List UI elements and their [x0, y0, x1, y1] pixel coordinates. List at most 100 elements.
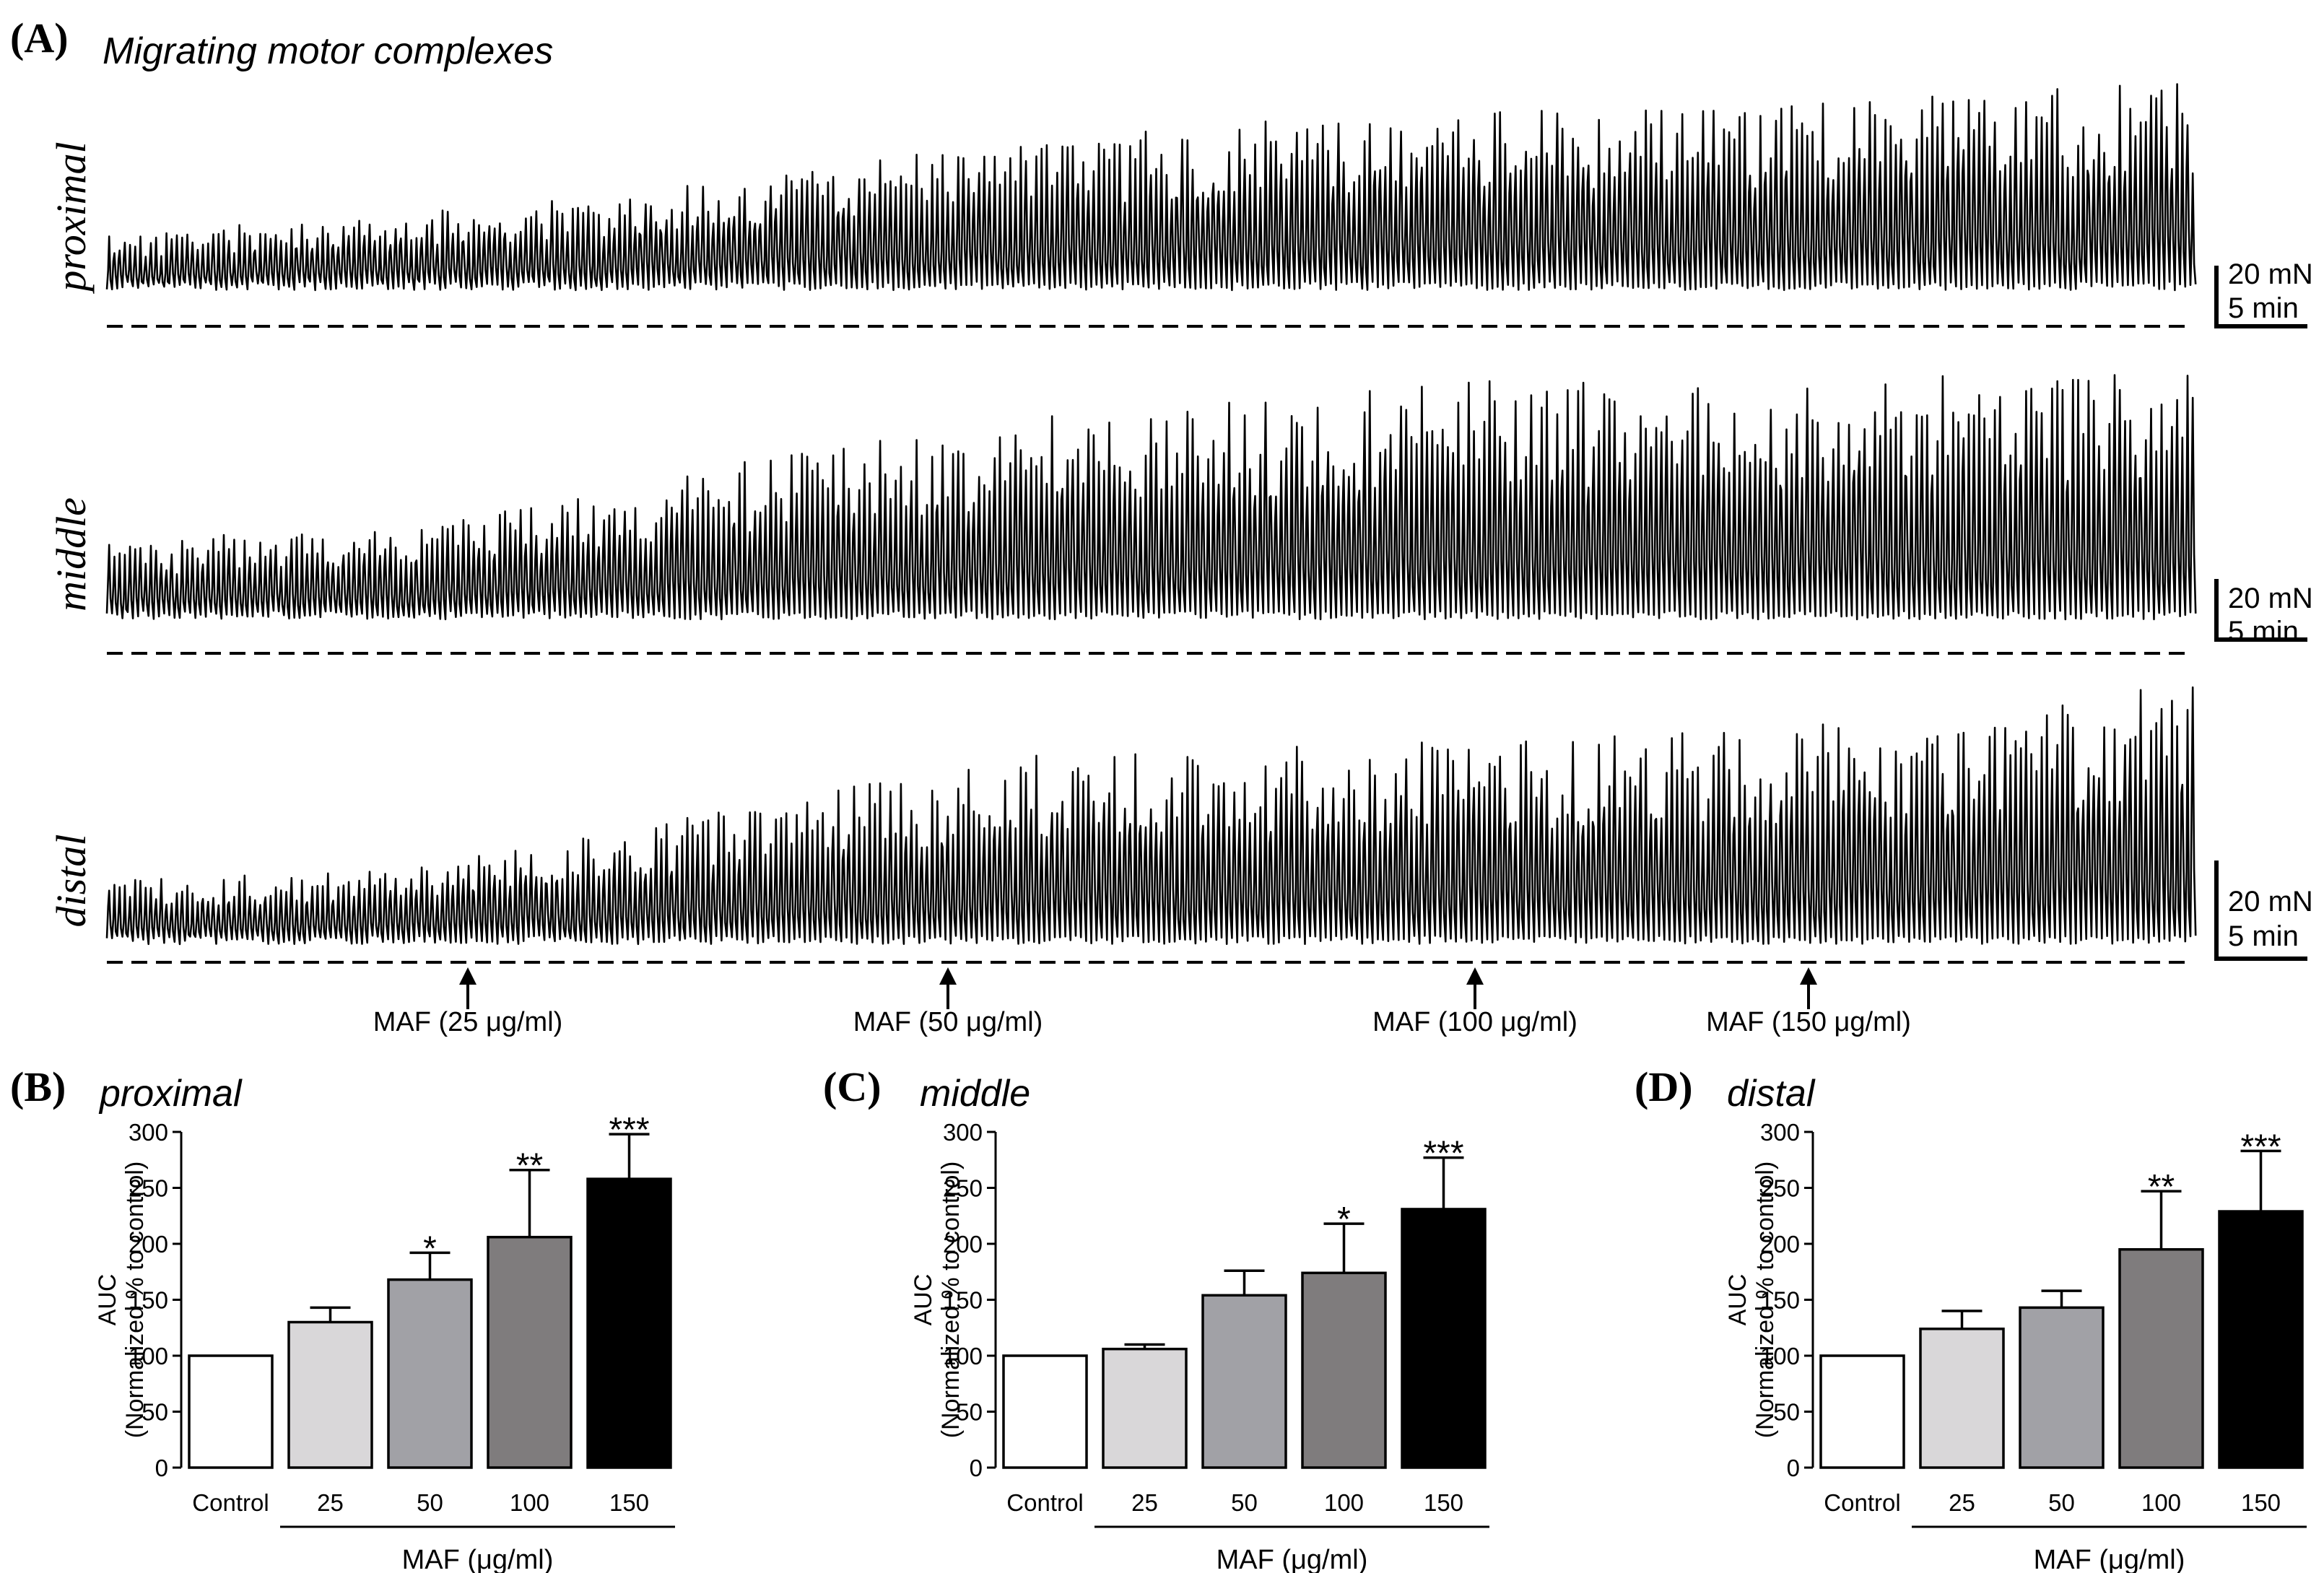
- scale-bar-time-label: 5 min: [2228, 616, 2299, 648]
- maf-arrow-label-150: MAF (150 μg/ml): [1706, 1007, 1911, 1037]
- trace-group-distal: distal 20 mN 5 min: [48, 686, 2313, 964]
- y-tick-label: 0: [970, 1455, 983, 1481]
- y-tick-label: 250: [1760, 1175, 1800, 1202]
- trace-group-proximal: proximal 20 mN 5 min: [48, 83, 2313, 328]
- y-tick-label: 0: [155, 1455, 168, 1481]
- y-tick-label: 300: [129, 1119, 168, 1146]
- y-tick-label: 100: [129, 1343, 168, 1369]
- scale-bar-force-label: 20 mN: [2228, 583, 2313, 614]
- y-tick-label: 100: [1760, 1343, 1800, 1369]
- bar-control: [1002, 1354, 1088, 1469]
- y-axis-label-line2: (Normalized % to control): [121, 1162, 149, 1439]
- y-tick-label: 50: [142, 1399, 168, 1426]
- scale-bar-force-label: 20 mN: [2228, 258, 2313, 290]
- y-tick-label: 50: [956, 1399, 983, 1426]
- y-axis-label: AUC(Normalized % to control): [1724, 1162, 1779, 1439]
- bar-25: [1102, 1347, 1188, 1469]
- significance-marker: ***: [1423, 1135, 1463, 1173]
- maf-arrow-50: MAF (50 μg/ml): [853, 967, 1043, 1037]
- scale-bar-force-label: 20 mN: [2228, 886, 2313, 918]
- y-axis-label: AUC(Normalized % to control): [94, 1162, 149, 1439]
- bar-100: [487, 1235, 573, 1469]
- y-tick-label: 150: [129, 1287, 168, 1314]
- significance-marker: *: [423, 1229, 437, 1268]
- y-axis-label: AUC(Normalized % to control): [910, 1162, 965, 1439]
- bar-control: [1819, 1354, 1905, 1469]
- y-axis-label-line1: AUC: [94, 1274, 121, 1326]
- trace-label-proximal: proximal: [48, 141, 95, 294]
- trace-group-middle: middle 20 mN 5 min: [48, 374, 2313, 655]
- x-tick-label: 25: [1131, 1489, 1158, 1516]
- y-tick-label: 300: [943, 1119, 983, 1146]
- bar-150: [1401, 1208, 1487, 1469]
- trace-middle: [105, 374, 2197, 621]
- x-tick-label: 50: [1231, 1489, 1258, 1516]
- scale-bar-distal: 20 mN 5 min: [2214, 860, 2313, 961]
- arrow-up-icon: [1800, 967, 1817, 985]
- trace-label-middle: middle: [48, 497, 95, 611]
- significance-marker: *: [1337, 1201, 1351, 1239]
- significance-marker: **: [516, 1147, 543, 1185]
- x-tick-label: 25: [317, 1489, 344, 1516]
- scale-bar-middle: 20 mN 5 min: [2214, 579, 2313, 648]
- y-tick-label: 250: [943, 1175, 983, 1202]
- y-axis-label-line2: (Normalized % to control): [1751, 1162, 1779, 1439]
- panel-d-chart: (D) distal AUC(Normalized % to control) 0 50…: [1635, 1063, 2307, 1573]
- bar-50: [2019, 1306, 2105, 1469]
- x-axis-label: MAF (μg/ml): [2034, 1545, 2185, 1573]
- trace-proximal: [105, 83, 2197, 292]
- x-tick-label: 50: [2048, 1489, 2075, 1516]
- y-tick-label: 150: [943, 1287, 983, 1314]
- bar-150: [586, 1177, 672, 1469]
- maf-arrow-150: MAF (150 μg/ml): [1706, 967, 1911, 1037]
- panel-c-chart: (C) middle AUC(Normalized % to control)0 50…: [823, 1063, 1489, 1573]
- maf-arrow-label-25: MAF (25 μg/ml): [373, 1007, 563, 1037]
- arrow-up-icon: [939, 967, 957, 985]
- panel-a-letter: (A): [10, 14, 69, 61]
- bar-100: [2118, 1248, 2204, 1469]
- y-tick-label: 250: [129, 1175, 168, 1202]
- bar-100: [1301, 1271, 1387, 1469]
- significance-marker: **: [2148, 1168, 2175, 1206]
- panel-title: proximal: [98, 1073, 243, 1115]
- scale-bar-proximal: 20 mN 5 min: [2214, 258, 2313, 328]
- trace-distal: [105, 686, 2197, 946]
- x-tick-label: 100: [2141, 1489, 2181, 1516]
- bar-50: [1201, 1294, 1287, 1469]
- panel-letter: (D): [1635, 1063, 1693, 1110]
- y-axis-label-line1: AUC: [910, 1274, 937, 1326]
- y-tick-label: 200: [129, 1231, 168, 1258]
- significance-marker: ***: [609, 1111, 649, 1149]
- x-tick-label: 100: [1324, 1489, 1364, 1516]
- panel-title: distal: [1727, 1073, 1816, 1115]
- maf-arrow-label-100: MAF (100 μg/ml): [1372, 1007, 1577, 1037]
- maf-arrow-label-50: MAF (50 μg/ml): [853, 1007, 1043, 1037]
- x-tick-label: 100: [510, 1489, 549, 1516]
- arrow-up-icon: [459, 967, 476, 985]
- x-tick-label: Control: [1006, 1489, 1083, 1516]
- panel-letter: (C): [823, 1063, 882, 1110]
- panel-a-title: Migrating motor complexes: [103, 30, 553, 72]
- y-tick-label: 0: [1787, 1455, 1800, 1481]
- arrow-up-icon: [1466, 967, 1484, 985]
- x-tick-label: 150: [1424, 1489, 1463, 1516]
- maf-arrow-25: MAF (25 μg/ml): [373, 967, 563, 1037]
- y-tick-label: 150: [1760, 1287, 1800, 1314]
- y-tick-label: 200: [1760, 1231, 1800, 1258]
- x-axis-label: MAF (μg/ml): [1217, 1545, 1368, 1573]
- panel-a: (A) Migrating motor complexes proximal 2…: [10, 14, 2313, 1037]
- x-axis-label: MAF (μg/ml): [402, 1545, 554, 1573]
- y-tick-label: 50: [1773, 1399, 1800, 1426]
- panel-b-chart: (B) proximal AUC(Normalized % to control)0…: [10, 1063, 675, 1573]
- x-tick-label: 150: [609, 1489, 649, 1516]
- maf-arrow-100: MAF (100 μg/ml): [1372, 967, 1577, 1037]
- bar-25: [287, 1320, 373, 1469]
- scale-bar-time-label: 5 min: [2228, 920, 2299, 952]
- bar-50: [387, 1278, 473, 1469]
- y-tick-label: 300: [1760, 1119, 1800, 1146]
- bar-150: [2218, 1210, 2304, 1469]
- x-tick-label: 150: [2241, 1489, 2281, 1516]
- x-tick-label: Control: [1824, 1489, 1900, 1516]
- panel-letter: (B): [10, 1063, 66, 1110]
